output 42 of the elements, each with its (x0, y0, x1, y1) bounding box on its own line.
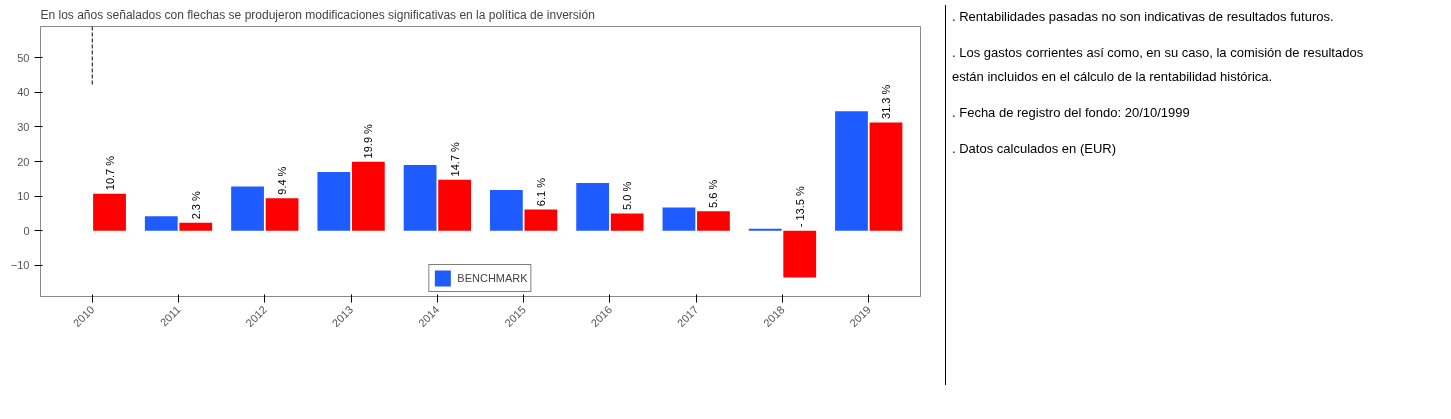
data-label: 6.1 % (534, 177, 547, 207)
bar (179, 222, 213, 231)
y-tick-label: 50 (17, 51, 30, 64)
data-label: 10.7 % (103, 155, 116, 191)
data-label: 2.3 % (189, 190, 202, 220)
y-tick-label: 10 (17, 190, 30, 203)
text: . Los gastos corrientes así como, en su caso, la comisión de resultados están incluidos en el cálculo de la rentabilidad histórica. (952, 44, 1365, 86)
bar (93, 193, 126, 231)
bar (317, 171, 351, 231)
bar (748, 228, 782, 231)
bar (662, 207, 696, 231)
text: . Datos calculados en (EUR) (952, 140, 1117, 158)
bar (576, 182, 610, 231)
bar (144, 216, 178, 231)
y-tick-label: −10 (10, 259, 30, 272)
bar (438, 179, 472, 231)
bar (610, 213, 644, 231)
y-tick-label: 30 (17, 120, 30, 133)
y-tick-label: 20 (17, 155, 30, 168)
y-tick-label: 40 (17, 86, 30, 99)
data-label: 5.0 % (621, 181, 634, 210)
bar (835, 111, 868, 231)
bar (869, 122, 903, 231)
text: . Rentabilidades pasadas no son indicativas de resultados futuros. (952, 8, 1335, 26)
bar (351, 161, 385, 231)
data-label: - 13.5 % (793, 186, 806, 228)
bar (697, 211, 730, 231)
bar (265, 198, 299, 231)
bar (489, 189, 523, 231)
data-label: 9.4 % (276, 166, 289, 195)
bar (231, 186, 264, 231)
y-tick-label: 0 (23, 224, 30, 237)
bar (783, 230, 817, 278)
data-label: 5.6 % (707, 179, 720, 208)
chart-title: En los años señalados con flechas se produjeron modificaciones significativas en la política de inversión (40, 7, 595, 22)
data-label: 31.3 % (879, 84, 892, 119)
bar (403, 164, 437, 231)
data-label: 19.9 % (362, 123, 375, 159)
text: . Fecha de registro del fondo: 20/10/1999 (952, 104, 1191, 122)
data-label: 14.7 % (448, 141, 461, 177)
bar (524, 209, 558, 231)
legend-label: BENCHMARK (457, 272, 528, 284)
